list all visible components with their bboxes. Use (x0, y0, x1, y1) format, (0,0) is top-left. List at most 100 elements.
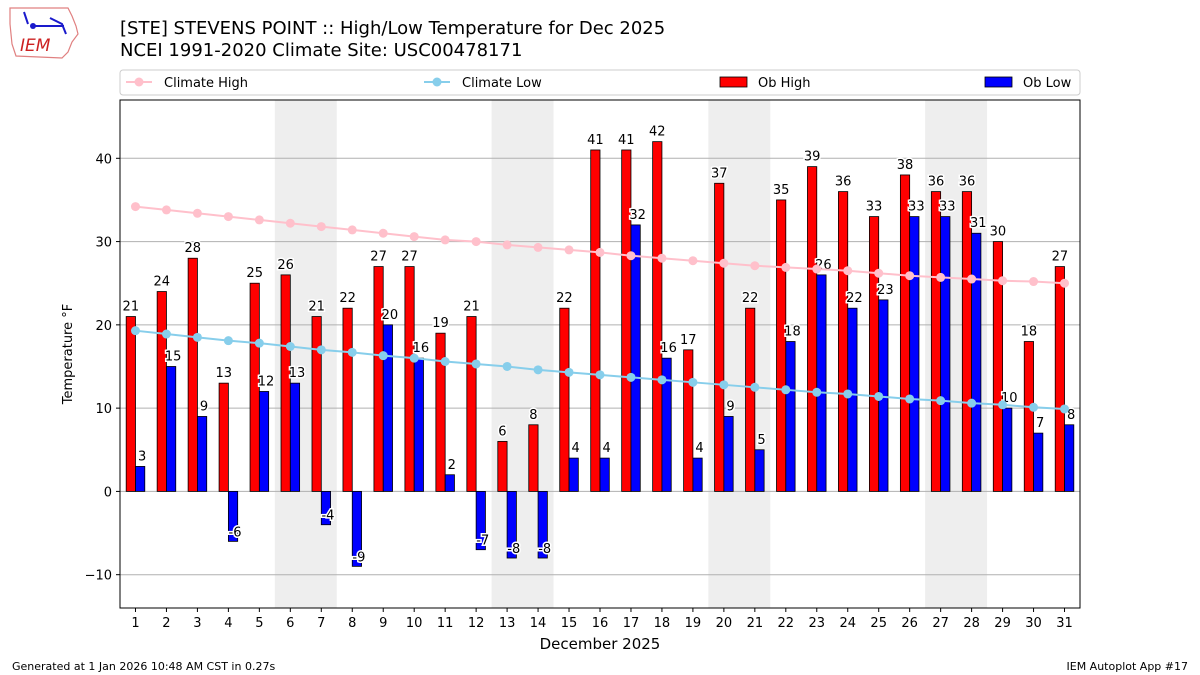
x-tick-label: 30 (1025, 616, 1042, 631)
x-tick-label: 10 (406, 616, 423, 631)
climate-high-point (223, 212, 233, 222)
ob-high-label: 38 (897, 158, 914, 173)
ob-low-label: 32 (629, 208, 646, 223)
ob-low-label: 33 (939, 200, 956, 215)
climate-high-point (564, 245, 574, 255)
ob-high-bar (404, 266, 415, 492)
ob-low-bar (568, 457, 579, 492)
ob-high-label: 33 (866, 200, 883, 215)
ob-low-label: 22 (846, 291, 863, 306)
ob-low-bar (1033, 432, 1044, 492)
ob-low-bar (785, 341, 796, 492)
climate-low-point (1029, 402, 1039, 412)
climate-high-point (1060, 278, 1070, 288)
ob-low-label: 5 (757, 433, 765, 448)
ob-high-bar (435, 332, 446, 492)
ob-low-label: -9 (352, 550, 365, 565)
ob-high-bar (497, 441, 508, 492)
ob-low-bar (227, 491, 239, 542)
ob-low-label: 18 (784, 325, 801, 340)
y-tick-label: 10 (95, 402, 112, 417)
climate-low-point (998, 400, 1008, 410)
climate-high-point (719, 258, 729, 268)
ob-low-label: 16 (660, 341, 677, 356)
x-tick-label: 31 (1056, 616, 1073, 631)
ob-low-bar (754, 449, 765, 492)
ob-low-bar (537, 491, 548, 559)
climate-high-point (347, 225, 357, 235)
ob-low-bar (320, 491, 331, 526)
climate-low-point (502, 361, 512, 371)
climate-low-point (440, 356, 450, 366)
ob-high-label: 28 (184, 241, 201, 256)
ob-high-bar (342, 307, 353, 492)
ob-low-bar (909, 216, 920, 492)
climate-high-point (130, 202, 140, 212)
climate-high-legend-marker (134, 77, 144, 87)
climate-low-point (905, 394, 915, 404)
ob-low-bar (258, 391, 270, 492)
x-tick-label: 4 (224, 616, 232, 631)
chart-subtitle: NCEI 1991-2020 Climate Site: USC00478171 (120, 40, 523, 61)
climate-high-point (502, 240, 512, 250)
ob-low-bar (971, 232, 982, 492)
climate-high-point (595, 247, 605, 257)
climate-high-point (254, 215, 264, 225)
generated-note: Generated at 1 Jan 2026 10:48 AM CST in … (12, 660, 276, 673)
ob-low-bar (723, 416, 734, 492)
climate-high-point (688, 256, 698, 266)
ob-low-label: 3 (138, 449, 146, 464)
x-tick-label: 28 (963, 616, 980, 631)
ob-low-bar (351, 491, 362, 567)
ob-low-label: -8 (507, 542, 520, 557)
climate-high-point (781, 262, 791, 272)
climate-low-point (1060, 404, 1070, 414)
climate-high-point (843, 266, 853, 276)
ob-high-bar (466, 316, 477, 492)
ob-high-bar (869, 216, 880, 492)
climate-low-point (843, 389, 853, 399)
x-tick-label: 13 (499, 616, 516, 631)
ob-high-bar (683, 349, 694, 492)
ob-low-label: 31 (970, 216, 987, 231)
x-tick-label: 25 (870, 616, 887, 631)
legend-box (119, 69, 1081, 96)
ob-high-label: 26 (277, 258, 294, 273)
ob-high-label: 8 (529, 408, 537, 423)
ob-high-label: 27 (401, 250, 418, 265)
climate-high-point (874, 268, 884, 278)
climate-low-point (657, 375, 667, 385)
x-tick-label: 17 (623, 616, 640, 631)
ob-high-bar (1054, 266, 1065, 492)
ob-high-bar (311, 316, 322, 492)
ob-high-label: 17 (680, 333, 697, 348)
ob-low-label: -4 (321, 509, 334, 524)
ob-low-bar (289, 382, 301, 492)
plot-frame (119, 99, 1081, 609)
ob-high-label: 19 (432, 316, 449, 331)
ob-low-bar (692, 457, 703, 492)
ob-low-label: 15 (165, 349, 182, 364)
ob-low-label: -6 (229, 525, 242, 540)
y-tick-label: 20 (95, 319, 112, 334)
ob-low-bar (1064, 424, 1075, 492)
ob-high-label: 6 (498, 424, 506, 439)
ob-high-bar (280, 274, 291, 492)
x-tick-label: 8 (348, 616, 356, 631)
ob-high-label: 21 (463, 300, 480, 315)
ob-low-label: 20 (382, 308, 399, 323)
ob-high-bar (373, 266, 384, 492)
ob-high-label: 22 (556, 291, 573, 306)
x-tick-label: 16 (592, 616, 609, 631)
ob-low-bar (413, 357, 424, 492)
x-tick-label: 24 (839, 616, 856, 631)
ob-high-bar (590, 149, 601, 492)
x-axis-label: December 2025 (540, 635, 661, 653)
ob-high-label: 42 (649, 125, 666, 140)
x-tick-label: 29 (994, 616, 1011, 631)
climate-low-point (719, 380, 729, 390)
climate-low-legend-marker (432, 77, 442, 87)
ob-low-bar (506, 491, 517, 559)
x-tick-label: 21 (747, 616, 764, 631)
ob-high-bar (745, 307, 756, 492)
